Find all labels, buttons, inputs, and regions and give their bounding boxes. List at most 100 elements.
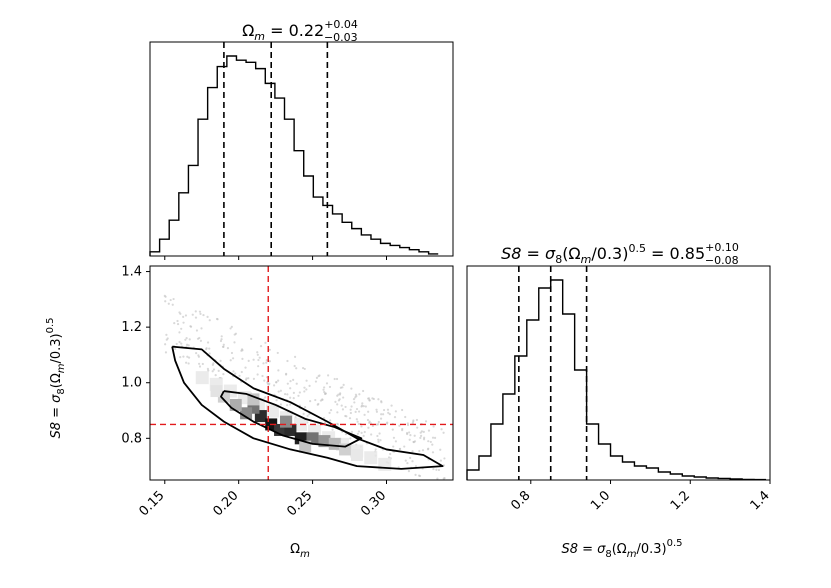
- omega-m-bin: [409, 250, 419, 256]
- sample-point: [319, 399, 323, 402]
- sample-point: [277, 379, 280, 382]
- omega-m-bin: [188, 165, 198, 256]
- omega-m-bin: [179, 193, 189, 256]
- sample-point: [222, 373, 225, 376]
- sample-point: [367, 426, 370, 429]
- sample-point: [194, 316, 198, 319]
- omega-m-bin: [217, 67, 227, 256]
- sample-point: [178, 340, 181, 344]
- sample-point: [401, 408, 404, 412]
- sample-point: [405, 431, 409, 435]
- sample-point: [305, 379, 308, 382]
- sample-point: [188, 338, 191, 341]
- sample-point: [256, 353, 259, 356]
- s8-bin: [563, 314, 575, 480]
- sample-point: [198, 310, 202, 313]
- omega-m-bin: [333, 214, 343, 256]
- s8-x-tick-label: 1.0: [588, 488, 613, 513]
- omega-m-bin: [313, 197, 323, 256]
- sample-point: [165, 338, 168, 341]
- sample-point: [262, 362, 265, 365]
- sample-point: [279, 403, 282, 406]
- sample-point: [214, 374, 217, 377]
- sample-point: [211, 370, 214, 373]
- sample-point: [164, 343, 167, 346]
- sample-point: [336, 411, 339, 414]
- omega-m-bin: [256, 69, 266, 256]
- s8-bin: [551, 280, 563, 480]
- sample-point: [206, 341, 210, 344]
- sample-point: [328, 385, 332, 389]
- s8-histogram-panel: 0.8 1.0 1.2 1.4: [466, 265, 773, 513]
- sample-point: [275, 381, 278, 384]
- sample-point: [175, 342, 178, 346]
- omega-m-histogram-steps: [149, 55, 439, 256]
- sample-point: [189, 325, 192, 328]
- sample-point: [185, 361, 188, 364]
- sample-point: [350, 405, 353, 408]
- sample-point: [164, 351, 168, 354]
- sample-point: [256, 373, 259, 376]
- sample-point: [403, 445, 406, 448]
- sample-point: [229, 327, 232, 330]
- sample-point: [207, 369, 210, 372]
- sample-point: [187, 356, 191, 359]
- sample-point: [367, 397, 371, 400]
- omega-m-x-tick-label: 0.15: [137, 488, 168, 519]
- sample-point: [341, 408, 345, 411]
- sample-point: [327, 374, 330, 377]
- sample-point: [442, 431, 445, 434]
- sample-point: [317, 402, 320, 406]
- density-cell-light: [265, 404, 279, 418]
- sample-point: [164, 295, 167, 298]
- s8-histogram-title: S8 = σ8(Ωm/0.3)0.5 = 0.85+0.10 −0.08: [501, 241, 739, 267]
- sample-point: [314, 398, 317, 402]
- sample-point: [437, 468, 441, 472]
- sample-point: [306, 414, 309, 417]
- sample-point: [377, 423, 380, 426]
- omega-m-bin: [371, 239, 381, 256]
- sample-point: [427, 429, 431, 432]
- sample-point: [412, 419, 415, 422]
- sample-point: [208, 347, 211, 350]
- omega-m-histogram-title: Ωm = 0.22+0.04 −0.03: [242, 18, 358, 44]
- sample-point: [417, 474, 421, 477]
- sample-point: [195, 329, 199, 332]
- sample-point: [229, 359, 232, 362]
- sample-point: [257, 358, 260, 362]
- sample-point: [202, 313, 205, 317]
- contour-inner: [220, 390, 363, 448]
- sample-point: [174, 347, 177, 351]
- sample-point: [212, 368, 216, 371]
- sample-point: [286, 393, 289, 396]
- sample-point: [208, 352, 211, 355]
- sample-point: [293, 364, 296, 368]
- sample-point: [350, 430, 354, 433]
- sample-point: [421, 449, 425, 452]
- sample-point: [165, 333, 168, 336]
- sample-point: [256, 351, 259, 354]
- sample-point: [240, 370, 243, 374]
- sample-point: [185, 343, 189, 346]
- sample-point: [180, 327, 183, 330]
- sample-point: [356, 432, 359, 435]
- sample-point: [418, 449, 421, 453]
- sample-point: [303, 367, 306, 371]
- s8-y-tick-label: 1.0: [121, 376, 142, 391]
- sample-point: [178, 331, 181, 334]
- omega-m-bin: [275, 98, 285, 256]
- sample-point: [357, 430, 361, 433]
- sample-point: [314, 380, 318, 383]
- sample-point: [250, 337, 253, 341]
- sample-point: [392, 445, 395, 448]
- sample-point: [298, 391, 301, 394]
- sample-point: [187, 362, 190, 365]
- sample-point: [211, 363, 214, 366]
- sample-point: [360, 404, 364, 407]
- sample-point: [334, 400, 337, 403]
- omega-m-bin: [285, 119, 295, 256]
- sample-point: [377, 398, 380, 401]
- sample-point: [424, 420, 428, 423]
- sample-point: [340, 404, 343, 407]
